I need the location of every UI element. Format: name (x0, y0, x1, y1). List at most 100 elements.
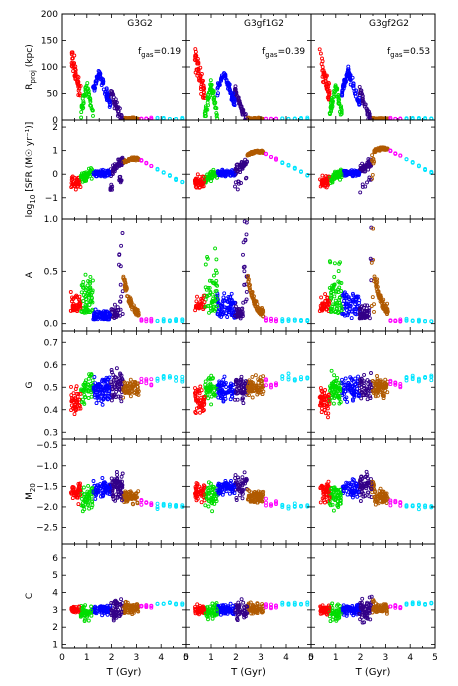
data-point (213, 246, 218, 251)
data-point (323, 388, 328, 392)
data-point (174, 176, 179, 181)
data-point (363, 493, 368, 498)
data-point (90, 108, 95, 113)
data-point (327, 285, 332, 290)
data-point (245, 115, 250, 120)
data-point (388, 498, 393, 503)
data-point (385, 496, 390, 501)
data-point (70, 485, 75, 490)
data-point (221, 490, 226, 495)
data-point (324, 482, 329, 487)
data-point (94, 81, 99, 86)
data-point (87, 279, 92, 284)
data-point (384, 501, 389, 505)
data-point (388, 503, 393, 508)
data-point (174, 375, 179, 380)
data-point (398, 117, 403, 120)
data-point (206, 376, 211, 381)
data-point (144, 116, 149, 120)
data-point (258, 375, 263, 380)
data-point (131, 502, 136, 507)
data-point (238, 101, 243, 106)
data-point (338, 495, 343, 500)
data-point (269, 316, 273, 321)
data-point (70, 399, 74, 403)
data-point (328, 260, 333, 265)
data-point (131, 380, 136, 385)
data-point (210, 91, 215, 96)
data-point (115, 313, 120, 318)
data-point (174, 504, 179, 508)
data-point (94, 314, 99, 319)
data-point (109, 186, 114, 191)
data-point (199, 395, 204, 400)
data-point (286, 371, 291, 376)
data-point (330, 391, 335, 396)
data-point (244, 232, 249, 237)
data-point (117, 262, 121, 267)
data-point (116, 489, 121, 494)
data-point (71, 491, 76, 496)
data-point (377, 386, 382, 391)
data-point (221, 312, 225, 317)
data-point (73, 68, 78, 72)
data-point (206, 90, 211, 95)
data-point (241, 396, 245, 401)
data-point (343, 396, 347, 401)
data-point (86, 483, 91, 488)
data-point (119, 384, 124, 389)
data-point (233, 184, 237, 189)
data-point (76, 485, 81, 489)
data-point (256, 493, 261, 498)
data-point (95, 487, 100, 492)
data-point (117, 157, 122, 162)
data-point (93, 488, 98, 492)
data-point (99, 83, 104, 87)
data-point (199, 183, 204, 187)
data-point (155, 501, 160, 506)
data-point (349, 309, 354, 314)
data-point (161, 374, 166, 378)
data-point (322, 398, 327, 403)
data-point (79, 387, 84, 392)
data-point (253, 373, 258, 378)
data-point (231, 91, 236, 96)
data-point (125, 117, 130, 120)
data-point (357, 306, 362, 311)
data-point (327, 81, 331, 86)
data-point (195, 294, 199, 299)
data-point (423, 505, 428, 510)
data-point (109, 476, 114, 481)
data-point (280, 505, 285, 510)
data-point (342, 81, 347, 86)
data-point (77, 304, 82, 309)
data-point (209, 394, 214, 399)
data-point (105, 491, 110, 496)
data-point (258, 498, 263, 503)
data-point (236, 313, 241, 318)
data-point (341, 387, 346, 392)
data-point (358, 380, 363, 385)
data-point (229, 307, 234, 312)
data-point (242, 282, 247, 287)
data-point (377, 384, 382, 389)
data-point (196, 388, 201, 393)
data-point (144, 161, 149, 166)
data-point (135, 384, 140, 389)
data-point (246, 497, 251, 502)
data-point (280, 502, 285, 507)
data-point (139, 502, 144, 507)
data-point (321, 79, 325, 84)
data-point (318, 51, 323, 56)
data-point (211, 494, 216, 498)
data-point (82, 178, 87, 183)
data-point (77, 403, 82, 407)
data-point (346, 486, 351, 491)
data-point (80, 509, 85, 514)
data-point (89, 295, 94, 300)
data-point (111, 484, 116, 489)
data-point (127, 492, 132, 497)
data-point (423, 503, 428, 508)
data-point (327, 495, 332, 500)
panel-A-3 (317, 225, 434, 324)
